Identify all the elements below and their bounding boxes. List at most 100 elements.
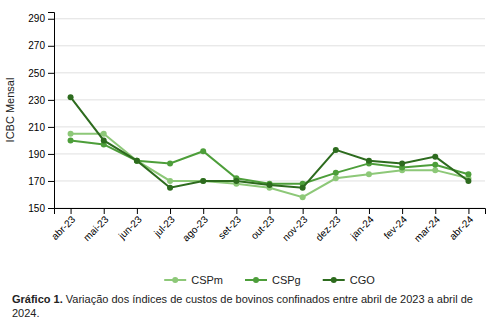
marks [68,94,472,200]
y-tick-label: 270 [28,40,45,51]
legend-label: CSPm [191,274,223,286]
series-line [71,97,469,188]
x-tick-label: jan-24 [348,213,376,241]
series-point [333,170,339,176]
x-tick-mark [203,208,204,214]
y-tick-label: 150 [28,203,45,214]
x-axis-line [55,209,486,215]
x-tick: abr-24 [447,208,476,242]
series-point [167,185,173,191]
y-tick-mark [48,154,54,155]
series-point [465,171,471,177]
y-tick-mark [48,127,54,128]
series-line [71,134,469,198]
caption-label: Gráfico 1. [12,293,63,305]
x-tick: ago-23 [180,208,210,243]
legend-label: CGO [350,274,376,286]
x-tick: dez-23 [313,208,343,243]
series-point [300,185,306,191]
y-tick-mark [48,19,54,20]
x-tick-label: abr-24 [447,213,476,242]
series-point [300,194,306,200]
series-point [333,147,339,153]
legend-item: CGO [323,274,376,286]
y-tick: 170 [28,176,54,187]
y-tick-label: 190 [28,149,45,160]
x-tick: fev-24 [382,208,410,241]
y-tick: 270 [28,40,54,51]
x-tick: mar-24 [412,208,442,244]
y-tick-label: 210 [28,122,45,133]
legend-label: CSPg [272,274,301,286]
y-axis-line [48,13,55,209]
y-tick: 230 [28,95,54,106]
y-tick: 190 [28,149,54,160]
x-tick: mai-23 [81,208,111,243]
series-point [200,178,206,184]
x-tick-label: nov-23 [280,213,310,243]
x-tick-mark [402,208,403,214]
plot-area: 150 170 190 210 230 250 270 290 abr-23mai-23jun-… [4,13,486,244]
x-tick-label: jul-23 [151,213,177,239]
grid [54,19,485,208]
series-point [68,137,74,143]
series-point [101,137,107,143]
legend-marker [172,277,178,283]
x-tick-mark [170,208,171,214]
x-tick-label: mai-23 [81,213,111,243]
series-point [333,175,339,181]
y-tick: 290 [28,13,54,24]
x-tick-mark [137,208,138,214]
x-tick-mark [336,208,337,214]
x-tick-mark [236,208,237,214]
x-tick-label: dez-23 [313,213,343,243]
x-tick: jul-23 [151,208,177,239]
x-tick-label: out-23 [249,213,277,241]
series-point [200,148,206,154]
series-point [101,131,107,137]
series-point [134,158,140,164]
y-tick: 150 [28,203,54,214]
x-tick-label: mar-24 [412,213,442,243]
series-point [267,182,273,188]
series-point [399,160,405,166]
series-point [465,178,471,184]
series-point [200,178,206,184]
legend: CSPm CSPg CGO [164,274,375,286]
x-tick-mark [468,208,469,214]
x-tick-label: fev-24 [382,213,410,241]
series [68,94,472,191]
y-tick-mark [48,208,54,209]
y-axis: 150 170 190 210 230 250 270 290 [28,13,54,214]
y-tick-mark [48,46,54,47]
y-tick-label: 290 [28,13,45,24]
y-tick-label: 230 [28,95,45,106]
y-tick-label: 250 [28,68,45,79]
x-tick-mark [303,208,304,214]
x-tick-label: ago-23 [180,213,210,243]
series-point [432,162,438,168]
y-tick: 250 [28,68,54,79]
x-tick-mark [270,208,271,214]
x-tick: nov-23 [280,208,310,243]
series-point [366,171,372,177]
x-tick-mark [369,208,370,214]
grid-line [54,126,485,127]
caption-space [63,293,66,305]
x-tick-label: jun-23 [116,213,144,241]
series-point [432,167,438,173]
x-tick-mark [435,208,436,214]
series-point [432,154,438,160]
x-tick-mark [71,208,72,214]
x-axis: abr-23mai-23jun-23 jul-23ago-23set-23out-… [49,208,485,244]
series-point [167,160,173,166]
x-tick-label: set-23 [216,213,244,241]
x-tick: abr-23 [49,208,78,242]
series-point [68,94,74,100]
series-point [233,178,239,184]
x-tick: jan-24 [348,208,376,242]
y-axis-title: ICBC Mensal [4,78,16,143]
chart-container: 150 170 190 210 230 250 270 290 abr-23mai-23jun-… [0,0,501,290]
y-tick-mark [48,73,54,74]
series-point [366,158,372,164]
